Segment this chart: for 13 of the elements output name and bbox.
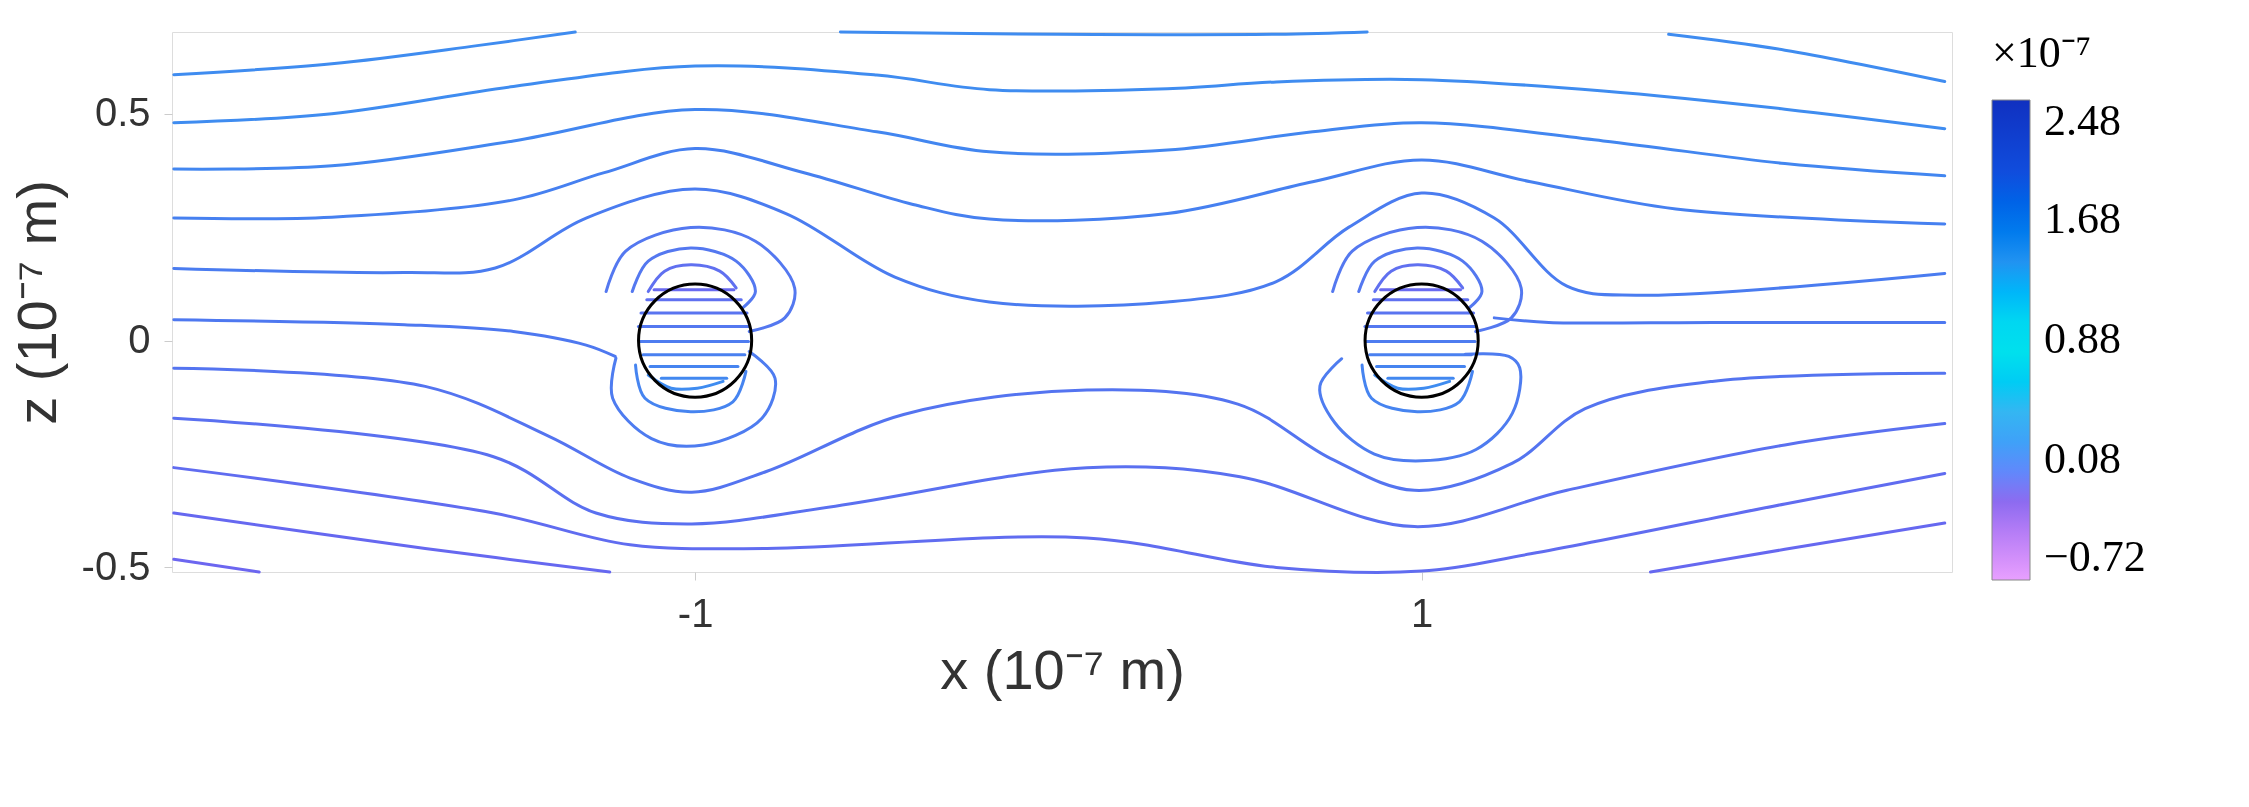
color-bar-label: 0.88 <box>2044 314 2121 363</box>
x-tick-label: 1 <box>1411 590 1434 635</box>
x-axis-title: x (10⁻⁷ m) <box>940 637 1185 701</box>
y-tick-label: 0.5 <box>94 90 151 135</box>
x-tick-label: -1 <box>677 590 714 635</box>
color-bar-label: −0.72 <box>2044 532 2146 581</box>
color-bar-label: 1.68 <box>2044 194 2121 243</box>
y-tick-label: -0.5 <box>81 543 151 588</box>
color-bar-title: ×10⁻⁷ <box>1992 28 2092 77</box>
y-axis-title: z (10⁻⁷ m) <box>4 180 68 425</box>
y-tick-label: 0 <box>128 317 151 362</box>
color-bar-label: 2.48 <box>2044 96 2121 145</box>
color-bar-label: 0.08 <box>2044 434 2121 483</box>
